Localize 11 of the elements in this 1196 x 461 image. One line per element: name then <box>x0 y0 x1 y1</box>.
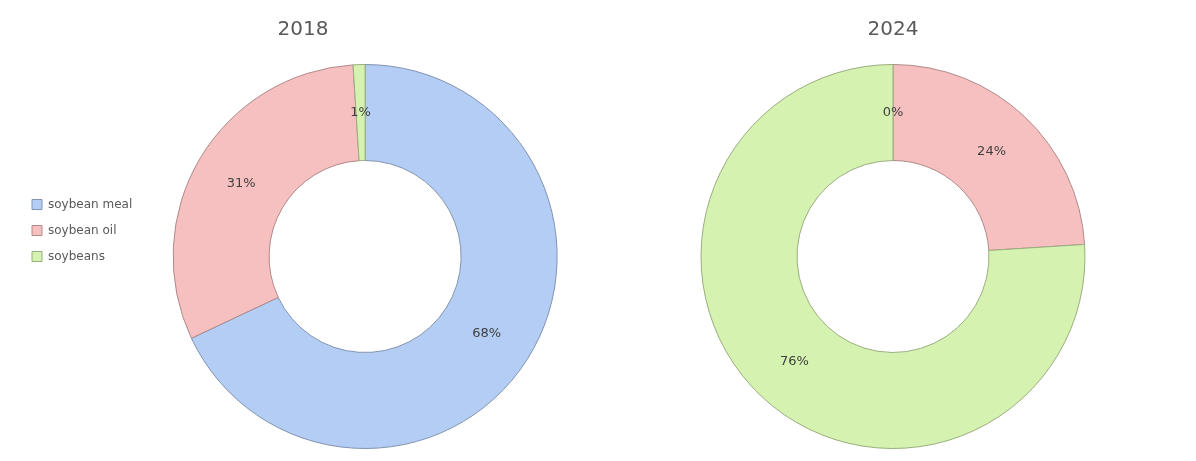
legend-label: soybean meal <box>48 196 133 211</box>
data-label: 1% <box>350 103 371 119</box>
data-label: 68% <box>472 325 502 341</box>
text: 0% <box>882 103 904 119</box>
data-label: 31% <box>226 174 256 190</box>
data-label: 76% <box>779 352 809 368</box>
legend-label: soybeans <box>48 248 105 263</box>
chart-title: 2024 <box>867 16 919 41</box>
data-label: 24% <box>977 142 1007 158</box>
legend-label: soybean oil <box>48 222 117 237</box>
chart-title: 2018 <box>277 16 329 41</box>
